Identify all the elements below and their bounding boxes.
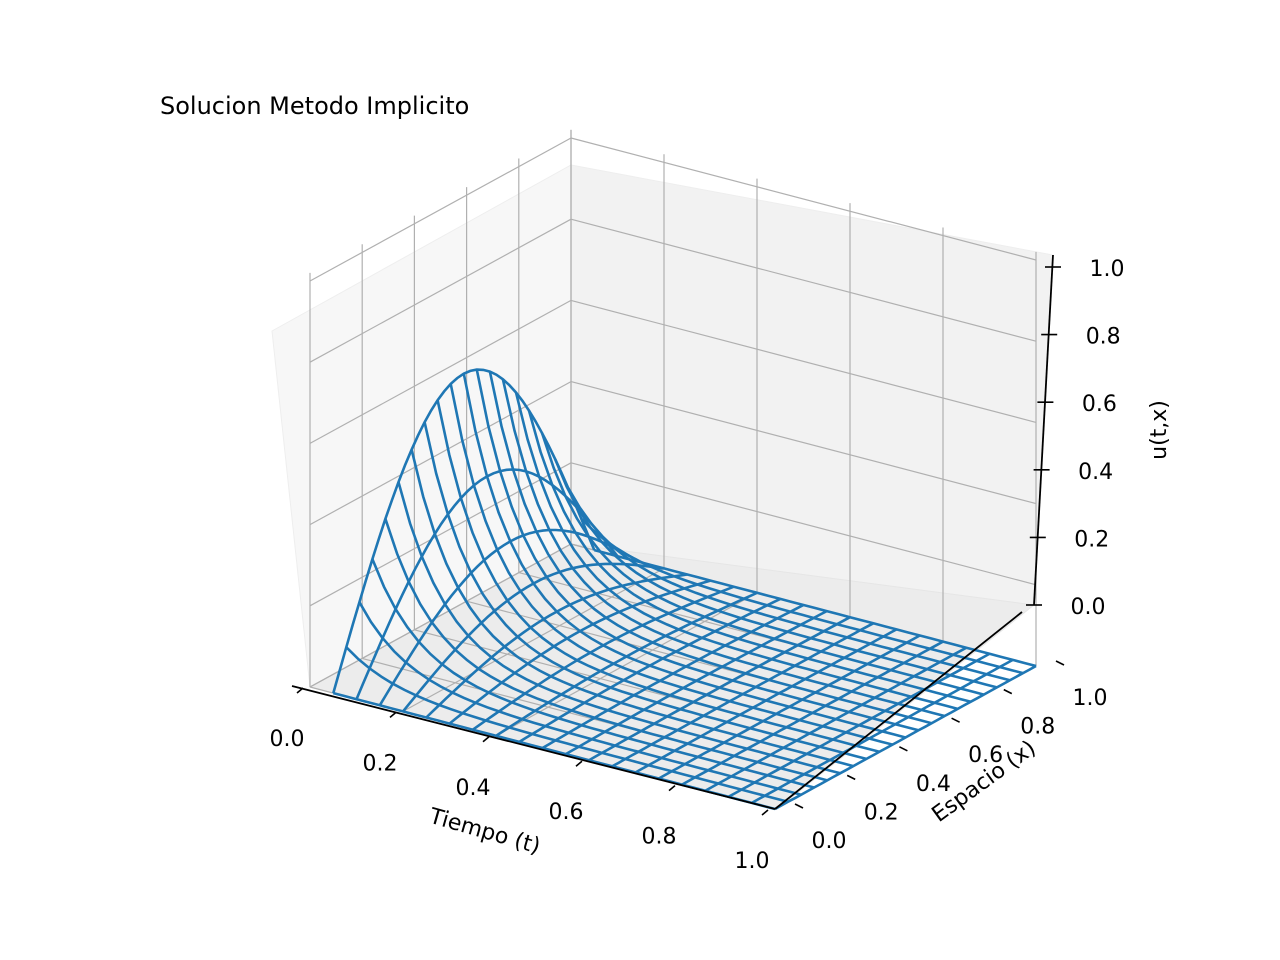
surface-wireframe — [332, 368, 1037, 811]
surface-line-x — [475, 369, 919, 732]
x-tick-label: 0.8 — [642, 825, 677, 850]
y-tick-label: 0.6 — [968, 743, 1003, 768]
y-tick-label: 1.0 — [1073, 686, 1108, 711]
grid-line-z — [570, 137, 1037, 261]
z-tick-label: 1.0 — [1090, 257, 1125, 282]
x-axis-line — [291, 685, 776, 810]
tick-labels: 0.0 0.2 0.4 0.6 0.8 1.0 0.0 0.2 0.4 0.6 0.8 1.0 0.0 0… — [270, 257, 1125, 874]
x-tick-mark — [296, 687, 304, 694]
surface-line-x — [449, 383, 893, 746]
surface-line-x — [553, 458, 998, 689]
y-tick-label: 0.2 — [864, 800, 899, 825]
x-tick-mark — [761, 809, 769, 816]
x-tick-mark — [389, 711, 397, 719]
x-tick-label: 0.6 — [549, 800, 584, 825]
y-tick-mark — [794, 803, 804, 809]
z-axis-line — [1033, 254, 1054, 606]
y-tick-mark — [846, 774, 856, 781]
y-axis-line — [774, 611, 1023, 810]
chart-title: Solucion Metodo Implicito — [160, 92, 469, 120]
z-tick-label: 0.6 — [1082, 392, 1117, 417]
x-tick-mark — [482, 736, 490, 743]
x-tick-label: 0.4 — [456, 776, 491, 801]
grid-line-z — [309, 137, 572, 282]
surface-line-x — [345, 646, 789, 804]
surface-line-x — [436, 399, 880, 754]
z-tick-label: 0.8 — [1086, 325, 1121, 350]
surface-line-x — [540, 432, 985, 696]
grid-line-z — [309, 218, 572, 363]
z-tick-label: 0.0 — [1071, 595, 1106, 620]
surface-line-x — [397, 481, 841, 775]
surface-line-x — [593, 548, 1037, 668]
surface-line-x — [488, 371, 932, 725]
grid-line-z — [309, 381, 572, 526]
z-axis-label: u(t,x) — [1147, 400, 1172, 460]
x-tick-label: 0.0 — [270, 727, 305, 752]
axis-lines — [291, 254, 1065, 816]
grid-line-z — [570, 299, 1037, 423]
surface-line-x — [462, 373, 906, 739]
surface-line-x — [527, 410, 972, 703]
x-tick-label: 1.0 — [735, 849, 770, 874]
surface-line-x — [501, 379, 945, 718]
surface-line-x — [410, 449, 854, 768]
surface-line-x — [358, 601, 802, 796]
y-tick-mark — [1003, 688, 1013, 695]
surface-line-x — [514, 392, 959, 711]
surface-line-x — [580, 517, 1024, 675]
x-tick-mark — [575, 760, 583, 767]
grid-line-t — [309, 543, 572, 688]
surface-line-x — [566, 487, 1011, 682]
grid-line-z — [570, 381, 1037, 505]
grid-line-t — [402, 567, 665, 712]
surface-line-x — [423, 421, 867, 761]
x-tick-label: 0.2 — [363, 751, 398, 776]
y-tick-mark — [1055, 660, 1065, 666]
grid-line-z — [570, 462, 1037, 586]
grid-line-z — [309, 299, 572, 444]
y-tick-label: 0.8 — [1020, 715, 1055, 740]
y-tick-label: 0.4 — [916, 772, 951, 797]
grid-line-z — [570, 218, 1037, 342]
x-tick-mark — [668, 784, 676, 792]
surface-line-x — [384, 518, 828, 782]
y-tick-mark — [951, 717, 960, 723]
grid-line-z — [309, 462, 572, 607]
y-tick-mark — [899, 746, 908, 752]
z-tick-label: 0.4 — [1078, 460, 1113, 485]
surface-line-x — [371, 558, 815, 789]
z-tick-label: 0.2 — [1074, 527, 1109, 552]
y-tick-label: 0.0 — [812, 829, 847, 854]
